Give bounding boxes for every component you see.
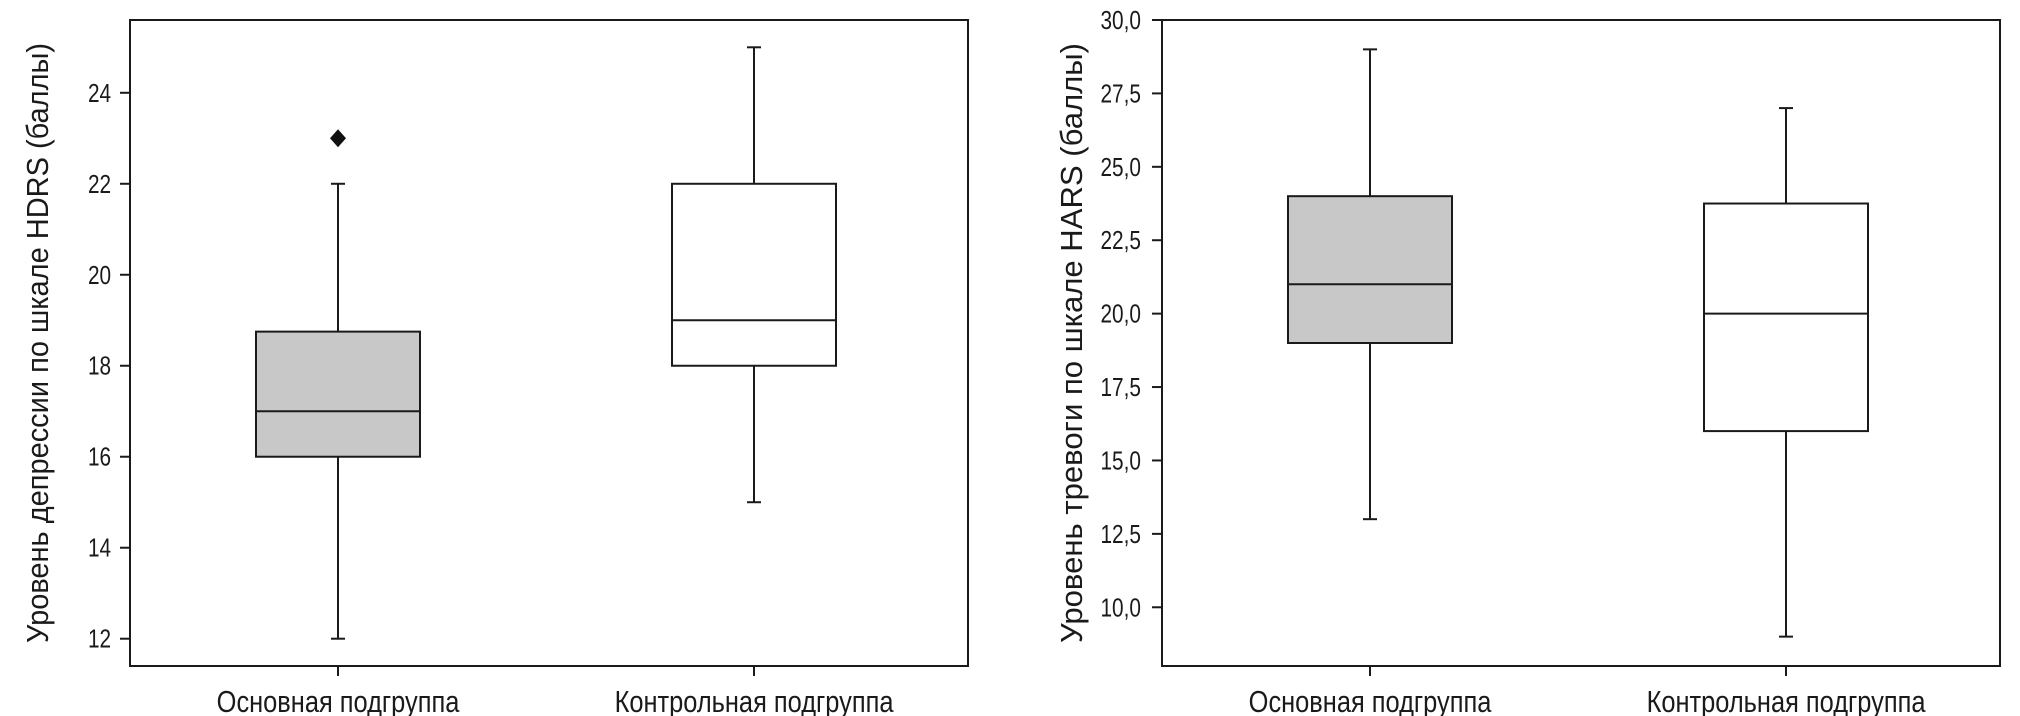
- y-axis-title: Уровень тревоги по шкале HARS (баллы): [1054, 43, 1089, 643]
- y-tick-label: 16: [88, 443, 111, 472]
- category-label: Контрольная подгруппа: [615, 685, 894, 716]
- y-tick-label: 15,0: [1100, 446, 1140, 475]
- category-label: Основная подгруппа: [1249, 685, 1492, 716]
- iqr-box: [255, 330, 421, 458]
- y-tick-label: 25,0: [1100, 153, 1140, 182]
- y-tick-label: 10,0: [1100, 593, 1140, 622]
- y-tick-label: 18: [88, 352, 111, 381]
- y-tick-label: 17,5: [1100, 373, 1140, 402]
- hdrs-boxplot-panel: 12 14 16 18 20 22 24 Уровень депрессии по шкале…: [20, 19, 969, 716]
- y-tick-label: 12,5: [1100, 520, 1140, 549]
- y-tick-label: 12: [88, 625, 111, 654]
- plot-frame: [129, 19, 969, 667]
- y-tick-label: 22,5: [1100, 226, 1140, 255]
- y-axis-title: Уровень депрессии по шкале HDRS (баллы): [20, 43, 55, 643]
- y-tick-label: 20,0: [1100, 299, 1140, 328]
- category-label: Основная подгруппа: [217, 685, 460, 716]
- iqr-box: [1703, 202, 1869, 433]
- y-tick-label: 20: [88, 261, 111, 290]
- outlier-point: [330, 129, 346, 148]
- hars-boxplot-panel: 10,0 12,5 15,0 17,5 20,0 22,5 25,0 27,5 30,0 Уров…: [1054, 6, 2001, 716]
- y-tick-label: 27,5: [1100, 79, 1140, 108]
- plot-frame: [1161, 19, 2001, 667]
- iqr-box: [1287, 195, 1453, 344]
- category-label: Контрольная подгруппа: [1647, 685, 1926, 716]
- iqr-box: [671, 182, 837, 367]
- y-tick-label: 30,0: [1100, 6, 1140, 35]
- y-tick-label: 24: [88, 79, 111, 108]
- y-tick-label: 22: [88, 170, 111, 199]
- y-tick-label: 14: [88, 534, 111, 563]
